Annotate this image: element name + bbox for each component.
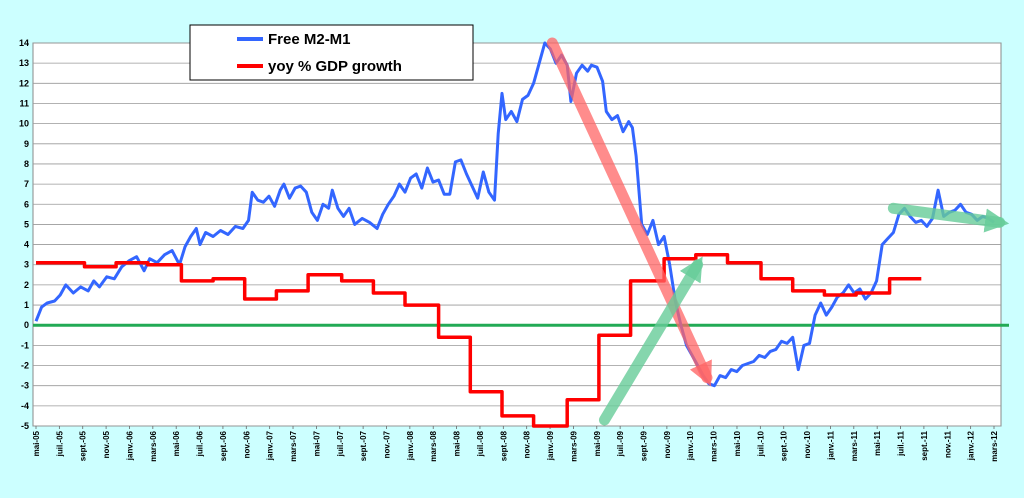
x-tick-label: janv.-09 <box>546 430 555 461</box>
x-tick-label: janv.-08 <box>406 430 415 461</box>
x-tick-label: nov.-10 <box>803 430 812 458</box>
x-tick-label: janv.-06 <box>125 430 134 461</box>
x-tick-label: janv.-10 <box>686 430 695 461</box>
x-tick-label: mai-08 <box>453 430 462 456</box>
x-tick-label: mai-06 <box>172 430 181 456</box>
y-tick-label: 8 <box>24 159 29 169</box>
x-tick-label: mars-10 <box>710 430 719 461</box>
annotation-arrow <box>546 37 713 387</box>
x-tick-label: juil.-09 <box>616 430 625 457</box>
legend-label-gdp: yoy % GDP growth <box>268 58 402 75</box>
x-tick-label: sept.-06 <box>219 430 228 461</box>
y-tick-label: 13 <box>19 58 29 68</box>
y-tick-label: 11 <box>19 98 29 108</box>
x-tick-label: juil.-11 <box>897 430 906 456</box>
x-tick-label: mai-05 <box>32 430 41 456</box>
x-tick-label: nov.-05 <box>102 430 111 458</box>
y-tick-label: -3 <box>21 381 29 391</box>
x-tick-label: nov.-08 <box>523 430 532 458</box>
x-tick-label: mai-09 <box>593 430 602 456</box>
y-tick-label: -5 <box>21 421 29 431</box>
x-tick-label: juil.-06 <box>196 430 205 457</box>
x-tick-label: janv.-07 <box>266 430 275 461</box>
x-tick-label: juil.-08 <box>476 430 485 457</box>
x-tick-label: juil.-07 <box>336 430 345 457</box>
x-tick-label: sept.-09 <box>640 430 649 461</box>
x-tick-label: mai-07 <box>312 430 321 456</box>
x-tick-label: mars-09 <box>569 430 578 461</box>
y-tick-label: 7 <box>24 179 29 189</box>
annotation-arrows <box>546 37 1010 426</box>
y-tick-label: -2 <box>21 361 29 371</box>
series-line-gdp <box>36 252 922 428</box>
x-tick-label: mars-08 <box>429 430 438 461</box>
x-tick-label: sept.-05 <box>79 430 88 461</box>
y-tick-label: 5 <box>24 219 29 229</box>
x-tick-label: nov.-06 <box>242 430 251 458</box>
y-tick-label: 9 <box>24 139 29 149</box>
x-tick-label: juil.-05 <box>55 430 64 457</box>
legend-label-m2m1: Free M2-M1 <box>268 31 351 48</box>
y-tick-label: 2 <box>24 280 29 290</box>
series-line-m2m1 <box>34 41 995 388</box>
annotation-arrow <box>598 256 704 426</box>
x-tick-label: mai-11 <box>873 430 882 455</box>
y-tick-label: -4 <box>21 401 29 411</box>
x-tick-label: mars-12 <box>990 430 999 461</box>
y-tick-label: 1 <box>24 300 29 310</box>
annotation-arrow <box>887 202 1010 233</box>
y-tick-label: 3 <box>24 260 29 270</box>
x-tick-label: nov.-07 <box>382 430 391 458</box>
x-tick-label: janv.-11 <box>826 430 835 460</box>
x-tick-label: sept.-07 <box>359 430 368 461</box>
legend-box <box>189 24 474 81</box>
legend: Free M2-M1 yoy % GDP growth <box>189 24 474 81</box>
y-tick-label: 4 <box>24 240 29 250</box>
plot-area <box>32 42 1002 427</box>
y-tick-label: 12 <box>19 78 29 88</box>
x-tick-label: sept.-08 <box>499 430 508 461</box>
y-tick-label: 0 <box>24 320 29 330</box>
y-tick-label: -1 <box>21 340 29 350</box>
x-tick-label: mai-10 <box>733 430 742 456</box>
x-tick-label: mars-06 <box>149 430 158 461</box>
x-tick-label: nov.-09 <box>663 430 672 458</box>
gridlines <box>33 42 1001 427</box>
series-lines <box>34 41 995 428</box>
x-tick-label: mars-11 <box>850 430 859 461</box>
y-tick-label: 14 <box>19 38 29 48</box>
x-tick-label: sept.-10 <box>780 430 789 461</box>
x-tick-label: sept.-11 <box>920 430 929 460</box>
y-tick-label: 10 <box>19 119 29 129</box>
x-axis: mai-05 juil.-05 sept.-05 nov.-05 janv.-06 mar… <box>32 426 999 462</box>
x-tick-label: juil.-10 <box>756 430 765 457</box>
x-tick-label: nov.-11 <box>943 430 952 458</box>
x-tick-label: janv.-12 <box>967 430 976 461</box>
y-tick-label: 6 <box>24 199 29 209</box>
x-tick-label: mars-07 <box>289 430 298 461</box>
